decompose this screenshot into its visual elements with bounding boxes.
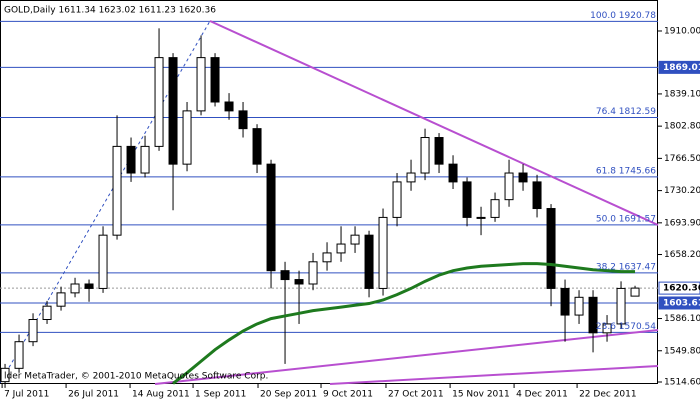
- price-label: 1620.36: [663, 284, 700, 294]
- candle-body: [616, 287, 626, 325]
- candle-body: [42, 305, 52, 321]
- candle-body: [140, 145, 150, 174]
- candle-body: [266, 163, 276, 272]
- candle-body: [350, 234, 360, 245]
- price-box: [658, 296, 700, 310]
- candle-body: [490, 199, 500, 218]
- x-tick-label: 9 Oct 2011: [323, 390, 373, 400]
- price-box: [658, 281, 700, 295]
- candle-body: [238, 110, 248, 130]
- trend-line: [154, 329, 659, 385]
- candle-body: [560, 287, 570, 316]
- candle-body: [532, 181, 542, 210]
- x-tick-label: 27 Oct 2011: [388, 390, 444, 400]
- candle-body: [588, 296, 598, 334]
- candle-body: [14, 341, 24, 369]
- x-tick-label: 4 Dec 2011: [516, 390, 568, 400]
- candle-body: [154, 57, 164, 147]
- candle-body: [196, 57, 206, 112]
- candle-body: [308, 261, 318, 285]
- candle-body: [56, 292, 66, 307]
- x-tick-label: 7 Jul 2011: [4, 390, 49, 400]
- chart-title: GOLD,Daily 1611.34 1623.02 1611.23 1620.…: [4, 6, 216, 16]
- candle-body: [518, 172, 528, 183]
- x-tick-label: 15 Nov 2011: [452, 390, 510, 400]
- candle-body: [210, 57, 220, 103]
- y-tick-label: 1549.80: [664, 346, 700, 356]
- candle-body: [168, 57, 178, 165]
- candle-body: [224, 101, 234, 112]
- x-tick-label: 14 Aug 2011: [132, 390, 190, 400]
- candle-body: [182, 110, 192, 165]
- fib-label: 23.6 1570.54: [596, 322, 656, 332]
- candle-body: [378, 216, 388, 289]
- candle-body: [0, 367, 10, 383]
- x-tick-label: 26 Jul 2011: [68, 390, 119, 400]
- moving-average: [172, 262, 636, 385]
- footer: lder MetaTrader, © 2001-2010 MetaQuotes …: [4, 372, 268, 382]
- price-label: 1603.61: [663, 298, 700, 308]
- price-box: [658, 60, 700, 74]
- trend-line: [209, 20, 659, 226]
- candle-body: [420, 137, 430, 174]
- candle-body: [294, 279, 304, 285]
- candle-body: [98, 234, 108, 289]
- candle-body: [392, 181, 402, 218]
- fib-label: 100.0 1920.78: [590, 11, 656, 21]
- candle-body: [546, 208, 556, 289]
- candle-body: [630, 287, 640, 297]
- y-tick-label: 1839.10: [664, 89, 700, 99]
- y-tick-label: 1730.20: [664, 186, 700, 196]
- fib-label: 38.2 1637.47: [596, 262, 656, 272]
- candle-body: [364, 234, 374, 289]
- candle-body: [448, 163, 458, 183]
- candle-body: [476, 216, 486, 219]
- fib-label: 76.4 1812.59: [596, 107, 656, 117]
- x-tick-label: 20 Sep 2011: [260, 390, 317, 400]
- candle-body: [28, 319, 38, 343]
- x-tick-label: 22 Dec 2011: [579, 390, 637, 400]
- price-label: 1869.01: [663, 63, 700, 73]
- y-tick-label: 1693.90: [664, 218, 700, 228]
- y-tick-label: 1658.20: [664, 250, 700, 260]
- candle-body: [280, 270, 290, 281]
- y-tick-label: 1514.60: [664, 378, 700, 388]
- candle-body: [406, 172, 416, 183]
- candle-body: [126, 145, 136, 174]
- y-tick-label: 1586.10: [664, 314, 700, 324]
- y-tick-label: 1766.50: [664, 154, 700, 164]
- candle-body: [462, 181, 472, 218]
- candle-body: [574, 296, 584, 316]
- fib-label: 50.0 1691.57: [596, 214, 656, 224]
- candle-body: [252, 128, 262, 165]
- fib-label: 61.8 1745.66: [596, 166, 656, 176]
- trend-line: [329, 365, 659, 385]
- y-tick-label: 1802.80: [664, 122, 700, 132]
- x-tick-label: 1 Sep 2011: [195, 390, 246, 400]
- candle-body: [112, 145, 122, 236]
- plot-frame: [0, 0, 658, 384]
- candle-body: [336, 243, 346, 254]
- candle-body: [504, 172, 514, 201]
- candle-body: [84, 283, 94, 289]
- candle-body: [322, 252, 332, 263]
- candle-body: [434, 137, 444, 165]
- y-tick-label: 1910.00: [664, 26, 700, 36]
- candle-body: [602, 323, 612, 334]
- candle-body: [70, 283, 80, 294]
